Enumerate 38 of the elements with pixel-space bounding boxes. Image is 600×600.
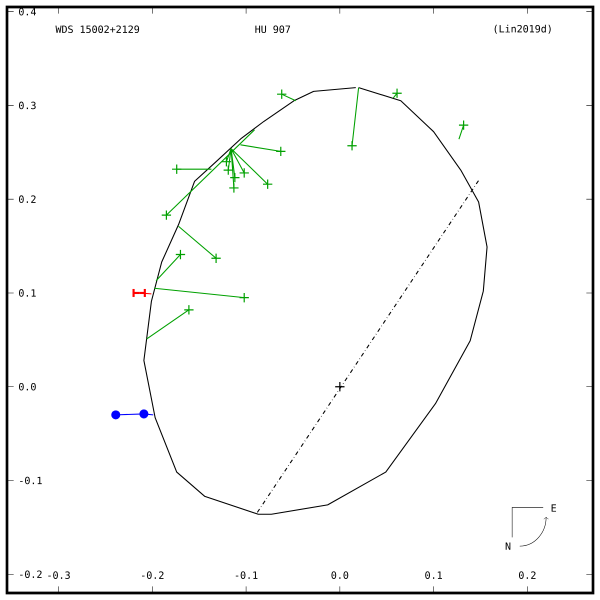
y-tick-label: 0.0 bbox=[19, 382, 36, 391]
point bbox=[228, 182, 240, 194]
annotation: WDS 15002+2129 bbox=[55, 25, 140, 34]
point bbox=[223, 164, 234, 176]
point bbox=[230, 172, 240, 183]
point bbox=[171, 164, 182, 174]
x-tick-label: 0.2 bbox=[518, 571, 536, 579]
point bbox=[139, 409, 148, 418]
point bbox=[334, 381, 346, 392]
y-tick-label: -0.1 bbox=[20, 476, 42, 484]
point bbox=[210, 253, 222, 264]
point bbox=[238, 168, 250, 178]
x-tick-label: 0.1 bbox=[425, 571, 442, 579]
x-tick-label: -0.1 bbox=[236, 571, 258, 579]
y-tick-label: 0.3 bbox=[19, 102, 36, 110]
point bbox=[221, 156, 232, 167]
point bbox=[276, 88, 287, 100]
point bbox=[346, 140, 358, 152]
point bbox=[184, 304, 194, 316]
y-tick-label: 0.1 bbox=[19, 289, 36, 297]
point bbox=[392, 88, 402, 99]
annotation: (Lin2019d) bbox=[494, 24, 551, 34]
point bbox=[175, 249, 186, 260]
x-tick-label: -0.2 bbox=[142, 571, 164, 579]
y-tick-label: 0.4 bbox=[19, 8, 36, 16]
point bbox=[111, 410, 120, 420]
point bbox=[262, 178, 273, 190]
annotation: HU 907 bbox=[255, 25, 290, 34]
annotation: E bbox=[552, 504, 556, 512]
point bbox=[276, 146, 286, 157]
x-tick-label: 0.0 bbox=[331, 571, 348, 579]
line-series bbox=[143, 87, 488, 515]
point bbox=[238, 292, 250, 303]
x-tick-label: -0.3 bbox=[48, 571, 70, 579]
y-tick-label: 0.2 bbox=[19, 195, 36, 203]
annotation: N bbox=[506, 542, 510, 550]
point bbox=[458, 120, 469, 130]
point bbox=[161, 210, 172, 220]
